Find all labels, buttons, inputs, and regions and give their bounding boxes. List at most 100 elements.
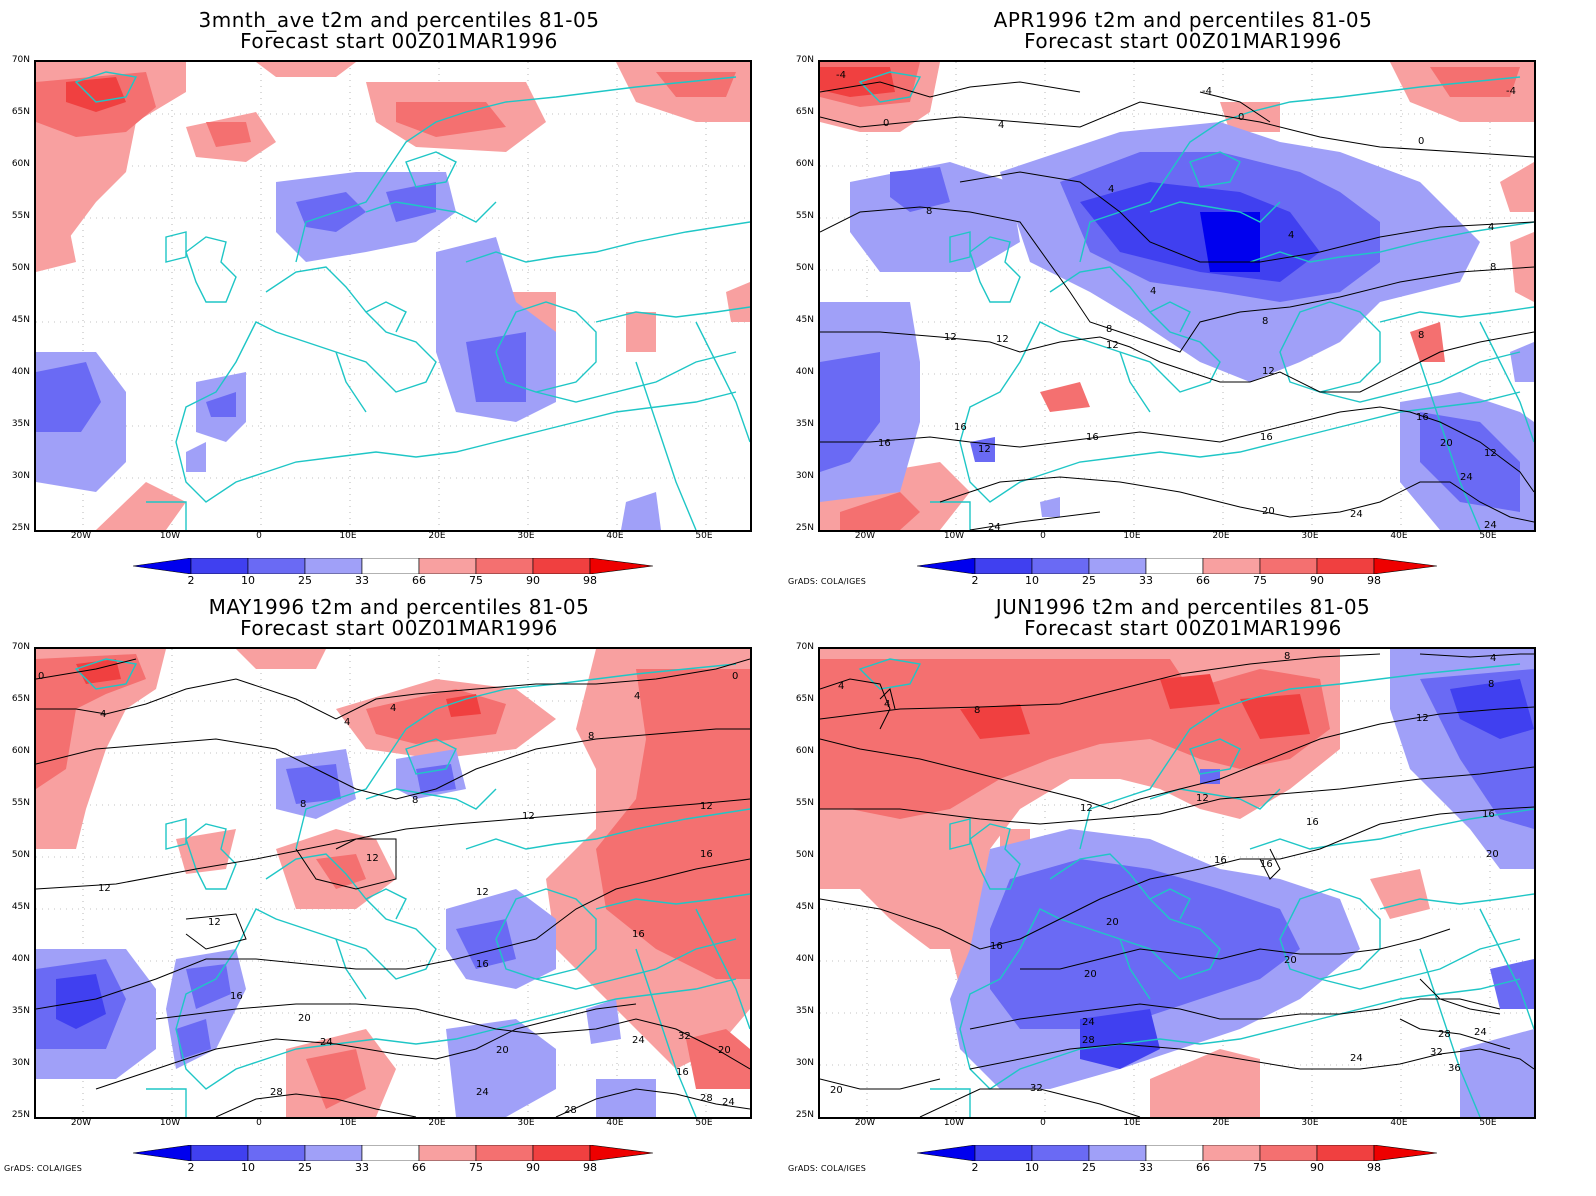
contour-label: 20: [496, 1045, 509, 1056]
colorbar-label-33: 33: [1139, 1161, 1153, 1174]
contour-label: 20: [718, 1045, 731, 1056]
lon-label-30e: 30E: [517, 1118, 535, 1128]
lon-label-10e: 10E: [1123, 1118, 1141, 1128]
percentile-shading: [36, 649, 750, 1117]
lon-label-0: 0: [1040, 531, 1046, 541]
map-svg: 0 4 4 4 4 0 8 8 8 12 12 12 12 16 12 12 1…: [36, 649, 750, 1117]
contour-label: 24: [632, 1035, 645, 1046]
panel-title-line1: 3mnth_ave t2m and percentiles 81-05: [198, 8, 600, 32]
contour-label: 16: [1260, 432, 1273, 443]
contour-label: 8: [1106, 324, 1112, 335]
contour-label: 24: [1474, 1027, 1487, 1038]
lon-label-20w: 20W: [854, 1118, 876, 1128]
contour-label: 24: [988, 522, 1001, 530]
contour-label: 0: [883, 118, 889, 129]
contour-label: 24: [476, 1087, 489, 1098]
lat-label-40n: 40N: [795, 367, 814, 377]
contour-label: 8: [1262, 316, 1268, 327]
contour-label: 8: [1284, 651, 1290, 662]
lon-label-50e: 50E: [695, 1118, 713, 1128]
lon-label-30e: 30E: [517, 531, 535, 541]
lon-label-20w: 20W: [70, 531, 92, 541]
lat-label-25n: 25N: [795, 1110, 814, 1120]
colorbar: 2 10 25 33 66 75 90 98: [917, 558, 1437, 592]
colorbar-label-98: 98: [1367, 1161, 1381, 1174]
lon-label-10w: 10W: [943, 531, 965, 541]
coastlines: [74, 71, 750, 530]
lat-label-55n: 55N: [795, 211, 814, 221]
contour-label: 20: [1284, 955, 1297, 966]
lat-label-50n: 50N: [11, 263, 30, 273]
lat-label-60n: 60N: [795, 159, 814, 169]
colorbar-svg: [917, 1145, 1437, 1161]
lat-label-30n: 30N: [11, 1058, 30, 1068]
contour-label: 16: [476, 959, 489, 970]
grads-credit: GrADS: COLA/IGES: [4, 1164, 83, 1173]
contour-label: 8: [926, 206, 932, 217]
contour-label: 12: [98, 883, 111, 894]
contour-label: 8: [412, 795, 418, 806]
lat-label-40n: 40N: [795, 954, 814, 964]
coastlines: [858, 658, 1534, 1117]
lon-label-40e: 40E: [606, 1118, 624, 1128]
contour-label: 8: [300, 799, 306, 810]
contour-label: 32: [1030, 1083, 1043, 1094]
contour-label: 16: [990, 941, 1003, 952]
lon-label-30e: 30E: [1301, 531, 1319, 541]
percentile-shading: [36, 62, 750, 530]
contour-label: 24: [320, 1037, 333, 1048]
lat-label-35n: 35N: [795, 419, 814, 429]
map-area: [34, 60, 752, 532]
contour-labels: -4 0 4 0 -4 4 0 8 4 4 -4 8 4 12 8 12 8 8…: [836, 70, 1516, 530]
contour-label: 12: [1196, 793, 1209, 804]
lat-label-40n: 40N: [11, 367, 30, 377]
panel-title-line1: APR1996 t2m and percentiles 81-05: [993, 8, 1373, 32]
contour-label: 4: [100, 709, 106, 720]
colorbar-label-25: 25: [298, 574, 312, 587]
lat-label-50n: 50N: [795, 850, 814, 860]
contour-label: 4: [1150, 286, 1156, 297]
grads-credit: GrADS: COLA/IGES: [788, 577, 867, 586]
lat-label-65n: 65N: [795, 107, 814, 117]
contour-label: 16: [632, 929, 645, 940]
contour-label: 4: [998, 120, 1004, 131]
colorbar-label-2: 2: [971, 1161, 979, 1174]
lon-label-50e: 50E: [1479, 1118, 1497, 1128]
contour-label: 12: [978, 444, 991, 455]
lon-label-20w: 20W: [854, 531, 876, 541]
lon-label-20w: 20W: [70, 1118, 92, 1128]
contour-label: 12: [1080, 803, 1093, 814]
lat-label-50n: 50N: [795, 263, 814, 273]
contour-label: 12: [1106, 340, 1119, 351]
lat-label-70n: 70N: [795, 642, 814, 652]
lon-label-10w: 10W: [943, 1118, 965, 1128]
contour-label: 28: [1082, 1035, 1095, 1046]
contour-label: 16: [1260, 859, 1273, 870]
contour-label: 12: [208, 917, 221, 928]
colorbar-label-98: 98: [583, 1161, 597, 1174]
contour-label: 4: [1108, 184, 1114, 195]
lat-label-65n: 65N: [11, 107, 30, 117]
colorbar-label-10: 10: [1025, 574, 1039, 587]
lon-label-10e: 10E: [1123, 531, 1141, 541]
colorbar-label-25: 25: [298, 1161, 312, 1174]
colorbar-label-66: 66: [412, 1161, 426, 1174]
contour-label: 4: [1288, 230, 1294, 241]
lon-label-40e: 40E: [1390, 1118, 1408, 1128]
grads-credit: GrADS: COLA/IGES: [788, 1164, 867, 1173]
lat-label-35n: 35N: [795, 1006, 814, 1016]
contour-label: 16: [700, 849, 713, 860]
contour-label: 8: [1490, 262, 1496, 273]
contour-label: 12: [996, 334, 1009, 345]
contour-label: 12: [700, 801, 713, 812]
contour-label: -4: [1506, 86, 1516, 97]
map-area: 0 4 4 4 4 0 8 8 8 12 12 12 12 16 12 12 1…: [34, 647, 752, 1119]
colorbar-label-75: 75: [1253, 574, 1267, 587]
colorbar-label-90: 90: [526, 574, 540, 587]
contour-label: 4: [634, 691, 640, 702]
lat-label-45n: 45N: [795, 902, 814, 912]
lat-label-35n: 35N: [11, 1006, 30, 1016]
contour-label: 4: [1488, 222, 1494, 233]
contour-label: 12: [1416, 713, 1429, 724]
colorbar-label-75: 75: [1253, 1161, 1267, 1174]
